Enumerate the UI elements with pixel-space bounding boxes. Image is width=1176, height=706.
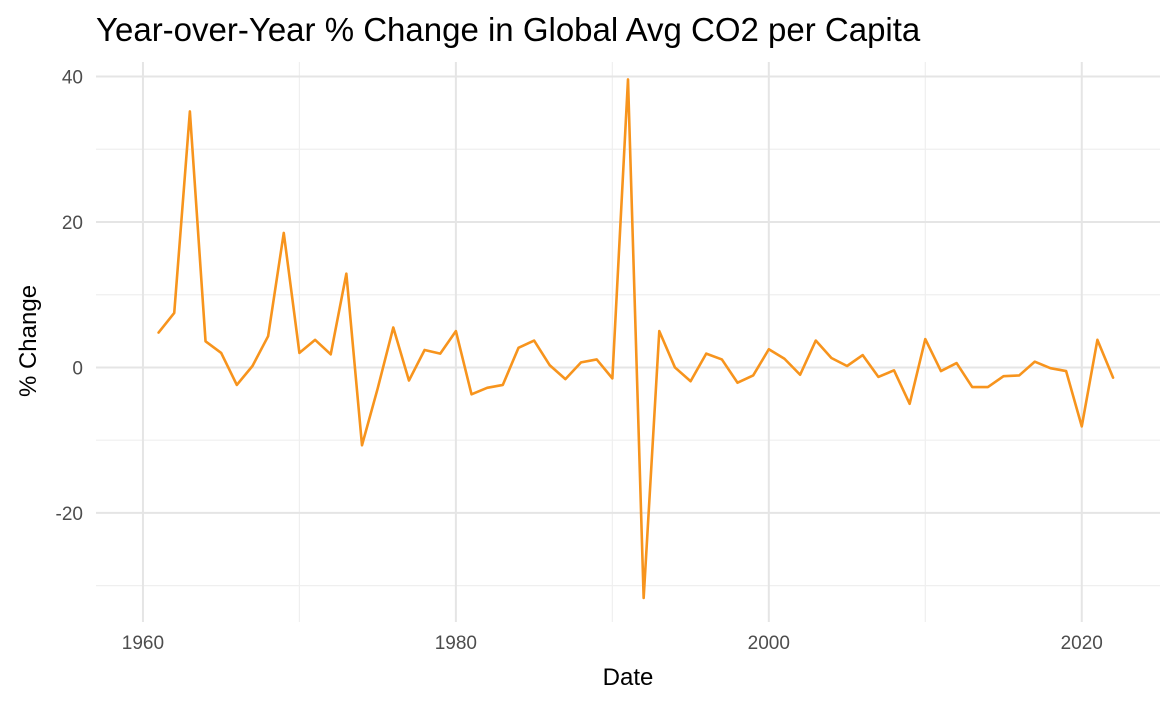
series-layer [157, 78, 1115, 600]
x-tick-label: 2020 [1061, 633, 1103, 654]
y-tick-label: 0 [72, 358, 83, 379]
x-tick-label: 1960 [122, 633, 164, 654]
y-tick-label: 40 [62, 68, 83, 89]
x-axis-title: Date [603, 664, 654, 691]
x-tick-label: 2000 [748, 633, 790, 654]
y-axis-title: % Change [15, 285, 42, 397]
x-tick-label: 1980 [435, 633, 477, 654]
y-tick-label: 20 [62, 213, 83, 234]
y-tick-label: -20 [56, 504, 83, 525]
chart-title: Year-over-Year % Change in Global Avg CO… [96, 11, 921, 48]
series-line [157, 78, 1115, 600]
tick-labels: -20 0 20 40 1960 1980 2000 2020 [56, 68, 1103, 654]
grid-lines [96, 62, 1160, 622]
